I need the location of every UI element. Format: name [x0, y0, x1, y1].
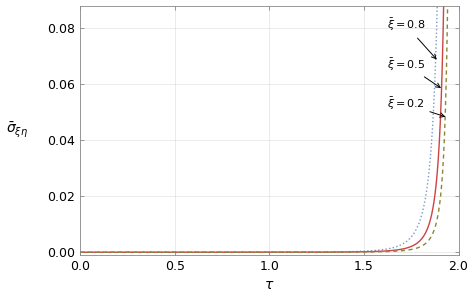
X-axis label: $\tau$: $\tau$: [264, 278, 274, 292]
Text: $\bar{\xi}=0.8$: $\bar{\xi}=0.8$: [387, 17, 436, 59]
Text: $\bar{\xi}=0.2$: $\bar{\xi}=0.2$: [387, 96, 445, 117]
Y-axis label: $\bar{\sigma}_{\xi\eta}$: $\bar{\sigma}_{\xi\eta}$: [6, 121, 28, 140]
Text: $\bar{\xi}=0.5$: $\bar{\xi}=0.5$: [387, 56, 440, 88]
